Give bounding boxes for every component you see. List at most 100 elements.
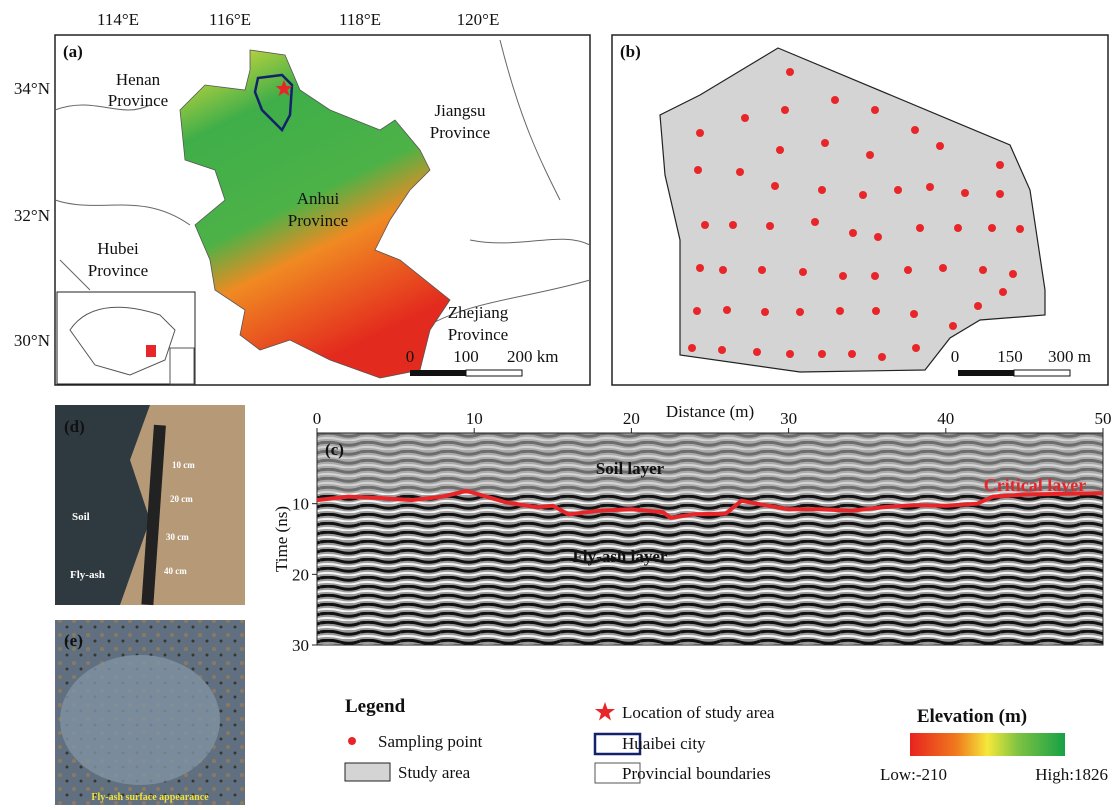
x-tick-label: 30: [780, 409, 797, 428]
panel-d: (d) Soil Fly-ash 10 cm 20 cm 30 cm 40 cm: [55, 405, 245, 605]
lat-label: 32°N: [14, 206, 50, 225]
sampling-point: [912, 344, 920, 352]
scale-label: 0: [951, 347, 960, 366]
place: Province: [108, 91, 168, 110]
lat-label: 30°N: [14, 331, 50, 350]
sampling-point: [910, 310, 918, 318]
x-tick-label: 40: [937, 409, 954, 428]
sampling-point: [979, 266, 987, 274]
inset-location: [146, 345, 156, 357]
y-tick-label: 30: [292, 636, 309, 655]
scale-label: 100: [453, 347, 479, 366]
fly-ash-lump: [60, 655, 220, 785]
sampling-point: [693, 307, 701, 315]
sampling-point: [741, 114, 749, 122]
sampling-point: [831, 96, 839, 104]
x-tick-label: 10: [466, 409, 483, 428]
annotation: Soil layer: [596, 459, 665, 478]
sampling-point: [761, 308, 769, 316]
ruler-label: 30 cm: [166, 532, 189, 542]
panel-label: (d): [64, 417, 85, 436]
lon-label: 116°E: [209, 10, 251, 29]
sampling-point: [839, 272, 847, 280]
legend: Legend Sampling point Study area Locatio…: [345, 696, 1108, 784]
scale-bar: [958, 370, 1014, 376]
photo-caption: Fly-ash surface appearance: [91, 792, 209, 803]
photo-label: Fly-ash: [70, 569, 105, 581]
sampling-point: [904, 266, 912, 274]
sampling-point: [696, 264, 704, 272]
sampling-point: [878, 353, 886, 361]
sampling-point: [786, 68, 794, 76]
sampling-point: [1016, 225, 1024, 233]
sampling-point: [911, 126, 919, 134]
sampling-point: [836, 307, 844, 315]
sampling-point: [799, 268, 807, 276]
place: Province: [88, 261, 148, 280]
place: Henan: [116, 70, 161, 89]
inset-map: [57, 292, 195, 384]
sampling-point: [718, 346, 726, 354]
place: Anhui: [297, 189, 340, 208]
figure: (a) 114°E 116°E 118°E 120°E 34°N 32°N 30…: [0, 0, 1120, 805]
place: Hubei: [97, 239, 139, 258]
scale-bar: [410, 370, 466, 376]
panel-c: (c) Distance (m) Time (ns) Soil layer Fl…: [272, 402, 1112, 655]
x-tick-label: 20: [623, 409, 640, 428]
legend-item: Provincial boundaries: [622, 764, 771, 783]
lon-label: 120°E: [457, 10, 500, 29]
ruler-label: 20 cm: [170, 494, 193, 504]
elevation-high: High:1826: [1035, 765, 1108, 784]
sampling-point: [811, 218, 819, 226]
sampling-point: [776, 146, 784, 154]
y-tick-label: 10: [292, 495, 309, 514]
sampling-point: [954, 224, 962, 232]
sampling-point: [872, 307, 880, 315]
sampling-point: [871, 106, 879, 114]
ruler-label: 10 cm: [172, 460, 195, 470]
sampling-point: [723, 306, 731, 314]
sampling-point: [916, 224, 924, 232]
sampling-point: [866, 151, 874, 159]
panel-b: (b) 0 150 300 m: [612, 35, 1108, 385]
panel-e: (e) Fly-ash surface appearance: [55, 620, 245, 805]
scale-label: 150: [997, 347, 1023, 366]
legend-item: Huaibei city: [622, 734, 706, 753]
panel-label: (e): [64, 631, 83, 650]
legend-star: [595, 702, 615, 721]
sampling-point: [894, 186, 902, 194]
sampling-point: [999, 288, 1007, 296]
sampling-point: [939, 264, 947, 272]
lat-label: 34°N: [14, 79, 50, 98]
sampling-point: [736, 168, 744, 176]
sampling-point: [996, 161, 1004, 169]
y-tick-label: 20: [292, 565, 309, 584]
panel-label: (c): [325, 440, 344, 459]
sampling-point: [936, 142, 944, 150]
sampling-point: [961, 189, 969, 197]
sampling-point: [974, 302, 982, 310]
ruler-label: 40 cm: [164, 566, 187, 576]
sampling-point: [849, 229, 857, 237]
legend-item: Sampling point: [378, 732, 483, 751]
sampling-point: [818, 350, 826, 358]
sampling-point: [848, 350, 856, 358]
scale-label: 300 m: [1048, 347, 1091, 366]
place: Province: [288, 211, 348, 230]
sampling-point: [771, 182, 779, 190]
sampling-point: [766, 222, 774, 230]
legend-item: Study area: [398, 763, 471, 782]
sampling-point: [694, 166, 702, 174]
sampling-point: [871, 272, 879, 280]
elevation-colorbar: [910, 733, 1065, 756]
sampling-point: [796, 308, 804, 316]
sampling-point: [786, 350, 794, 358]
sampling-point: [753, 348, 761, 356]
elevation-title: Elevation (m): [917, 706, 1027, 727]
scale-bar: [466, 370, 522, 376]
place: Zhejiang: [448, 303, 509, 322]
sampling-point: [729, 221, 737, 229]
sampling-point: [701, 221, 709, 229]
panel-a: (a) 114°E 116°E 118°E 120°E 34°N 32°N 30…: [14, 10, 590, 385]
place: Province: [448, 325, 508, 344]
